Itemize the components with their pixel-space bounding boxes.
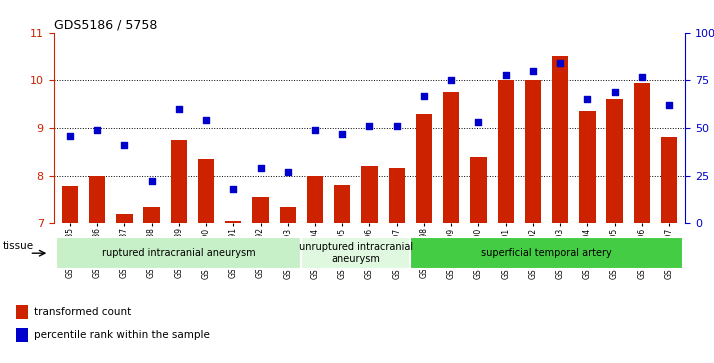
Point: [446, 77, 457, 83]
Bar: [334, 185, 351, 223]
Bar: [416, 114, 432, 223]
Point: [582, 97, 593, 102]
Bar: [606, 99, 623, 223]
Bar: [498, 80, 514, 223]
Point: [527, 68, 538, 74]
Text: ruptured intracranial aneurysm: ruptured intracranial aneurysm: [102, 248, 256, 258]
Text: percentile rank within the sample: percentile rank within the sample: [34, 330, 209, 340]
Bar: [16, 305, 29, 319]
Point: [609, 89, 620, 95]
Bar: [661, 138, 678, 223]
Point: [418, 93, 430, 98]
Bar: [443, 92, 459, 223]
Point: [363, 123, 376, 129]
FancyBboxPatch shape: [56, 237, 301, 269]
Point: [636, 74, 648, 79]
Point: [91, 127, 103, 133]
Bar: [552, 57, 568, 223]
Point: [146, 178, 157, 184]
Bar: [61, 186, 78, 223]
Text: superficial temporal artery: superficial temporal artery: [481, 248, 612, 258]
Text: transformed count: transformed count: [34, 307, 131, 317]
Point: [228, 186, 239, 192]
Point: [391, 123, 403, 129]
Bar: [116, 214, 133, 223]
Bar: [361, 166, 378, 223]
Text: tissue: tissue: [3, 241, 34, 250]
FancyBboxPatch shape: [411, 237, 683, 269]
Point: [173, 106, 184, 112]
Bar: [471, 156, 487, 223]
Bar: [307, 176, 323, 223]
Bar: [198, 159, 214, 223]
Bar: [89, 176, 105, 223]
Point: [336, 131, 348, 136]
Point: [119, 142, 130, 148]
Point: [473, 119, 484, 125]
FancyBboxPatch shape: [301, 237, 411, 269]
Point: [282, 169, 293, 175]
Text: GDS5186 / 5758: GDS5186 / 5758: [54, 19, 157, 32]
Bar: [280, 207, 296, 223]
Point: [255, 165, 266, 171]
Bar: [225, 221, 241, 223]
Bar: [252, 197, 268, 223]
Point: [555, 60, 566, 66]
Bar: [579, 111, 595, 223]
Text: unruptured intracranial
aneurysm: unruptured intracranial aneurysm: [299, 242, 413, 264]
Bar: [171, 140, 187, 223]
Bar: [16, 328, 29, 342]
Bar: [525, 80, 541, 223]
Bar: [144, 207, 160, 223]
Point: [201, 118, 212, 123]
Point: [64, 133, 76, 139]
Point: [663, 102, 675, 108]
Point: [500, 72, 511, 77]
Bar: [634, 83, 650, 223]
Point: [309, 127, 321, 133]
Bar: [388, 168, 405, 223]
